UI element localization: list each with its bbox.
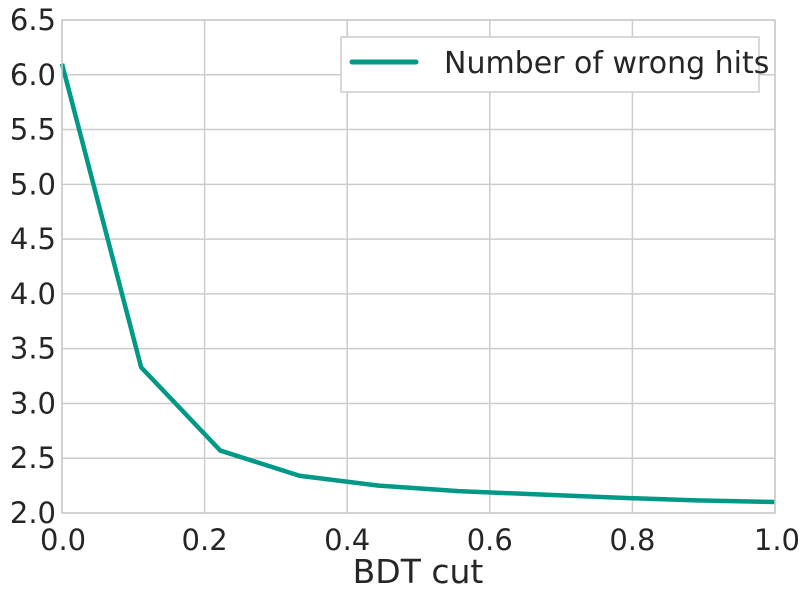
y-tick-label: 5.5 — [10, 113, 56, 147]
series-lines — [59, 63, 776, 505]
y-tick-label: 3.0 — [10, 386, 56, 420]
y-tick-label: 4.0 — [10, 277, 56, 311]
y-tick-label: 3.5 — [10, 332, 56, 366]
x-tick-label: 0.4 — [324, 523, 370, 557]
y-tick-label: 2.0 — [10, 496, 56, 530]
y-tick-label: 2.5 — [10, 441, 56, 475]
x-tick-label: 0.0 — [40, 523, 86, 557]
x-axis-label: BDT cut — [353, 552, 484, 591]
x-tick-label: 0.8 — [609, 523, 655, 557]
plot-frame — [61, 19, 776, 514]
legend: Number of wrong hits — [340, 36, 769, 93]
x-tick-label: 0.2 — [182, 523, 228, 557]
y-tick-label: 6.5 — [10, 3, 56, 37]
y-tick-labels: 2.0 2.5 3.0 3.5 4.0 4.5 5.0 5.5 6.0 6.5 — [10, 3, 56, 530]
y-tick-label: 6.0 — [10, 58, 56, 92]
y-tick-label: 5.0 — [10, 167, 56, 201]
x-tick-labels: 0.0 0.2 0.4 0.6 0.8 1.0 — [40, 523, 800, 557]
plot-background — [62, 20, 775, 513]
legend-label-number-of-wrong-hits: Number of wrong hits — [444, 46, 769, 81]
x-tick-label: 0.6 — [467, 523, 513, 557]
x-tick-label: 1.0 — [754, 523, 800, 557]
series-line-number-of-wrong-hits — [59, 63, 776, 505]
y-tick-label: 4.5 — [10, 222, 56, 256]
